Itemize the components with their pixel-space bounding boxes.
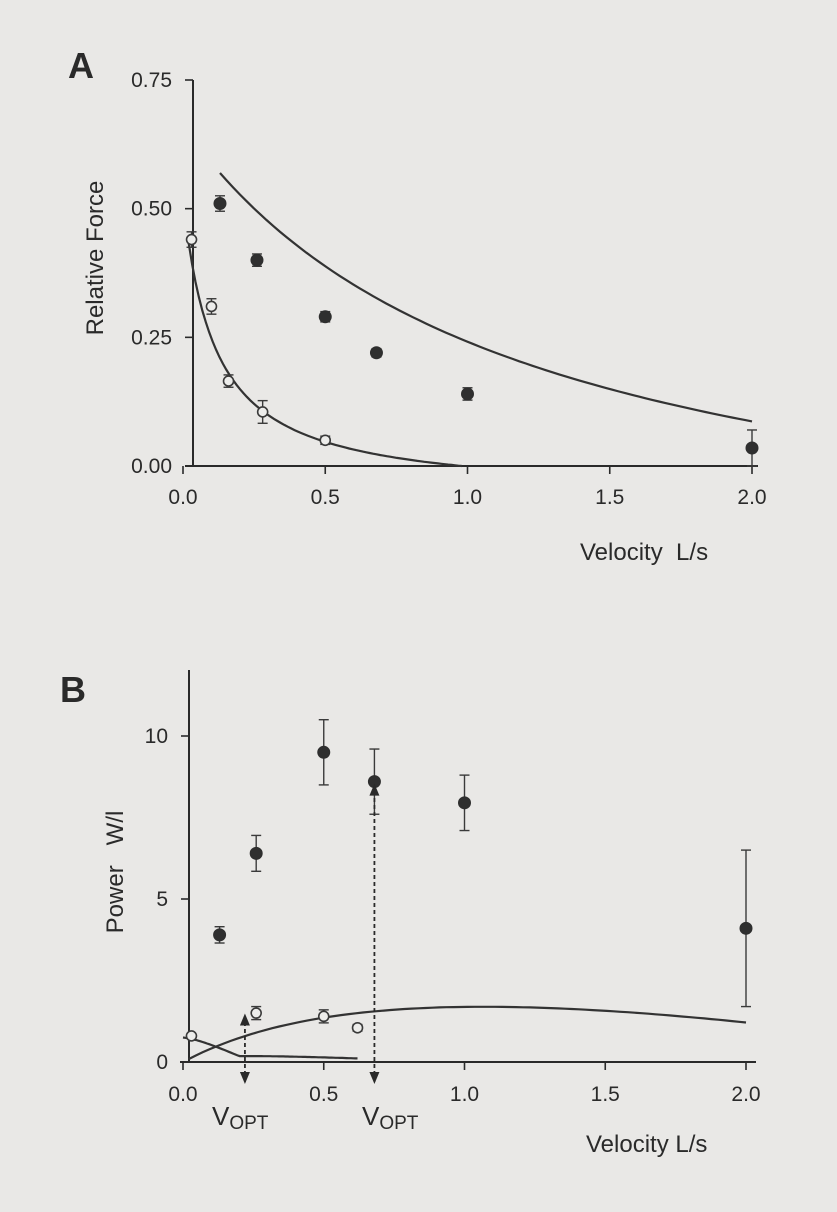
data-point-open: [222, 375, 235, 387]
y-tick-label: 0.50: [131, 198, 172, 221]
data-point-open: [185, 1030, 198, 1042]
series-1-fit-line: [219, 172, 753, 423]
data-point-filled: [461, 387, 474, 401]
x-tick-label: 1.0: [453, 486, 482, 509]
data-point-filled: [739, 921, 753, 935]
vopt-arrow-head-up: [369, 783, 380, 796]
x-tick-label: 1.5: [591, 1083, 620, 1106]
data-point-filled: [317, 745, 331, 759]
y-tick-label: 0: [156, 1051, 168, 1074]
data-point-open: [319, 434, 332, 447]
data-point-open: [205, 300, 218, 313]
vopt-arrow-head-down: [369, 1072, 380, 1084]
data-point-open: [256, 406, 269, 418]
x-tick-label: 0.5: [311, 486, 340, 509]
x-tick-label: 0.0: [168, 486, 197, 509]
panel-a-x-label: Velocity L/s: [580, 539, 708, 566]
vopt-arrow-head-up: [239, 1013, 250, 1026]
vopt-label: VOPT: [212, 1101, 269, 1134]
data-point-filled: [369, 346, 383, 360]
panel-a: A Relative Force Velocity L/s 0.0 0.5 1.0 1…: [68, 45, 767, 566]
y-tick-label: 0.75: [131, 69, 172, 92]
x-tick-label: 2.0: [737, 486, 766, 509]
x-tick-label: 1.5: [595, 486, 624, 509]
data-point-filled: [213, 928, 227, 942]
data-point-open: [351, 1021, 364, 1034]
x-tick-label: 1.0: [450, 1083, 479, 1106]
data-point-filled: [318, 310, 332, 324]
data-point-open: [185, 233, 198, 246]
x-tick-label: 0.5: [309, 1083, 338, 1106]
x-tick-label: 0.0: [168, 1083, 197, 1106]
panel-b-label: B: [60, 669, 86, 710]
data-point-filled: [249, 846, 263, 860]
data-point-filled: [458, 796, 471, 810]
data-point-open: [317, 1010, 330, 1023]
panel-a-y-label: Relative Force: [82, 181, 109, 336]
series-2-fit-line: [182, 1036, 358, 1060]
panel-a-label: A: [68, 45, 94, 86]
y-tick-label: 0.25: [131, 326, 172, 349]
vopt-label: VOPT: [362, 1101, 419, 1134]
panel-b-x-label: Velocity L/s: [586, 1131, 707, 1158]
vopt-arrow-head-down: [239, 1072, 250, 1084]
y-tick-label: 10: [145, 725, 168, 748]
y-tick-label: 5: [156, 888, 168, 911]
panel-b: B Power W/l Velocity L/s 0.0 0.5 1.0 1.5 2.0…: [60, 669, 761, 1158]
x-tick-label: 2.0: [731, 1083, 760, 1106]
series-2-fit-line: [187, 243, 462, 468]
panel-b-y-label: Power W/l: [102, 811, 129, 934]
data-point-filled: [213, 197, 227, 211]
series-1-fit-line: [188, 1005, 747, 1061]
data-point-filled: [250, 253, 264, 267]
data-point-filled: [745, 441, 759, 455]
data-point-open: [250, 1007, 262, 1019]
y-tick-label: 0.00: [131, 455, 172, 478]
